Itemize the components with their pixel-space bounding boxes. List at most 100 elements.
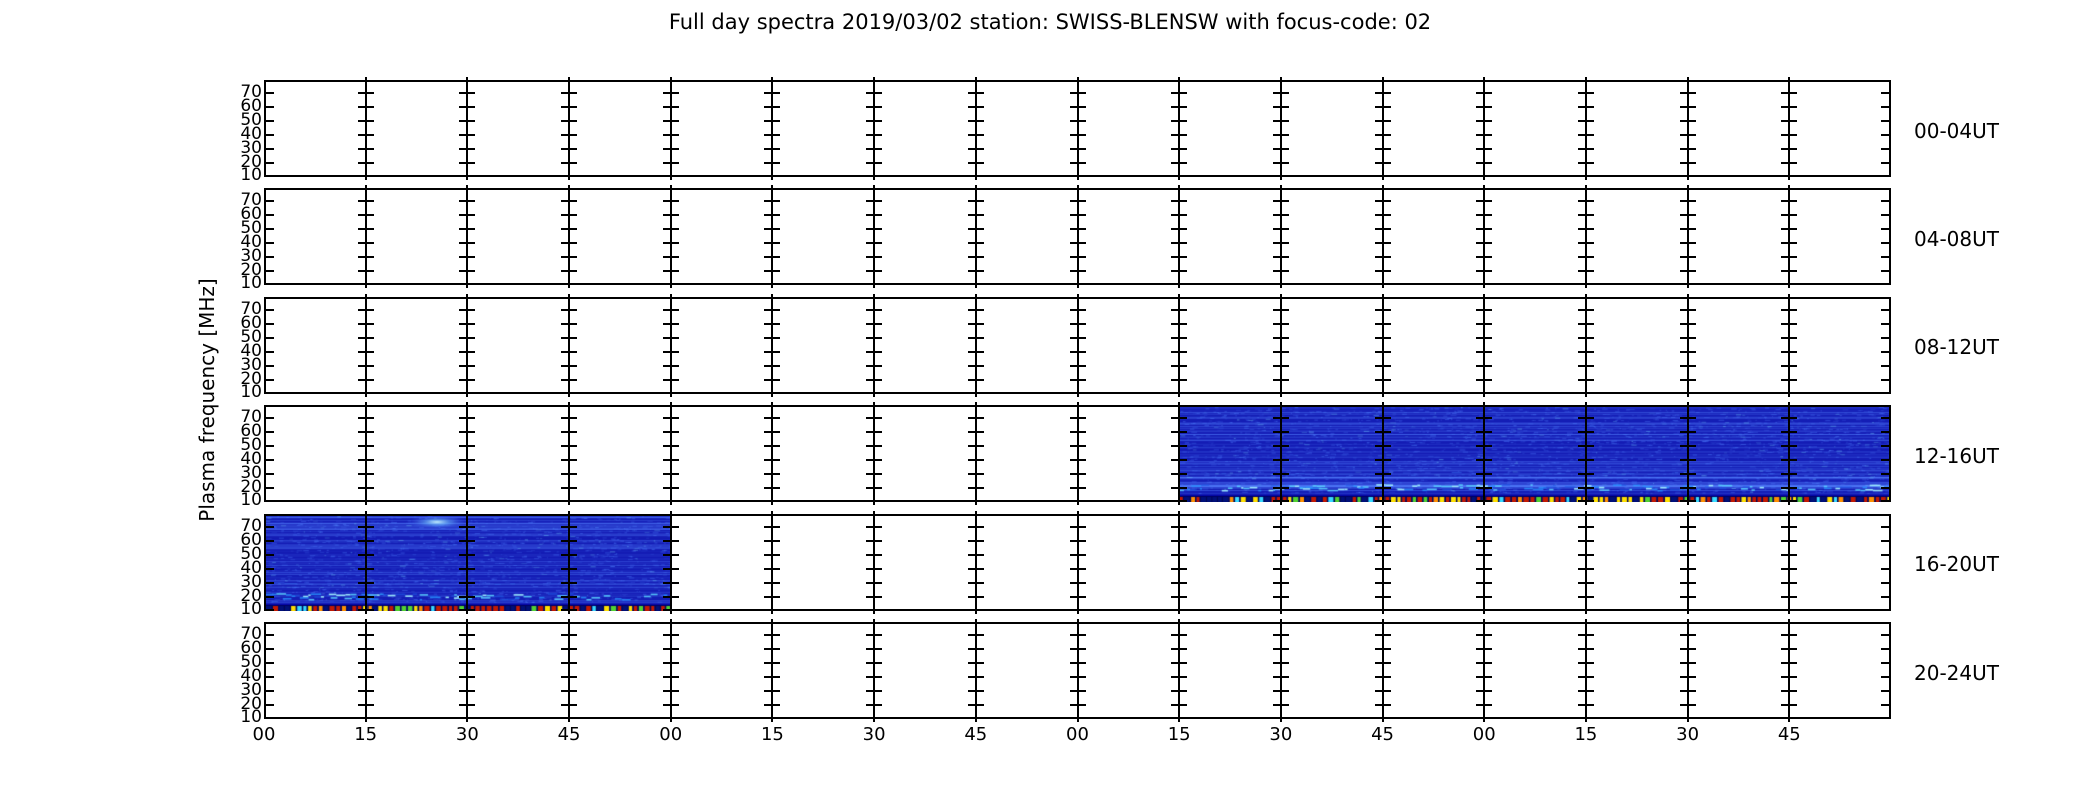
y-tick-mark [357,417,374,420]
y-tick-mark [459,487,476,490]
y-tick-mark [1881,431,1889,434]
y-tick-mark [1171,676,1188,678]
x-tick-label: 30 [1269,724,1293,745]
y-tick-mark [1881,690,1889,692]
y-tick-mark [1374,690,1391,692]
y-tick-mark [866,270,883,273]
y-tick-mark [1374,704,1391,706]
y-tick-mark [1679,704,1696,706]
y-tick-mark [1679,350,1696,353]
y-tick-mark [967,417,984,420]
y-tick-mark [266,256,274,259]
y-tick-mark [1577,336,1594,339]
y-tick-mark [1272,134,1289,136]
y-tick-mark [1577,608,1594,611]
y-tick-mark [1476,256,1493,259]
panel-divider [1076,293,1079,397]
y-tick-mark [1781,553,1798,556]
y-tick-mark [357,662,374,664]
y-tick-mark [1476,336,1493,339]
y-tick-mark [1476,364,1493,367]
y-tick-label: 30 [240,246,262,267]
y-tick-label: 10 [240,273,262,294]
y-tick-mark [1374,242,1391,245]
row-label-04-08ut: 04-08UT [1914,226,1999,251]
y-tick-mark [1476,487,1493,490]
y-tick-mark [561,308,578,311]
y-tick-mark [561,500,578,503]
y-tick-mark [967,214,984,217]
y-tick-mark [1881,676,1889,678]
y-tick-mark [1781,525,1798,528]
y-tick-label: 20 [240,477,262,498]
y-tick-mark [967,242,984,245]
y-tick-mark [764,214,781,217]
y-tick-mark [1374,134,1391,136]
y-tick-mark [1272,270,1289,273]
y-tick-mark [1881,120,1889,122]
y-tick-mark [1171,106,1188,108]
y-tick-mark [866,214,883,217]
panel-divider [1483,619,1486,722]
y-tick-mark [1272,391,1289,394]
y-tick-mark [1781,662,1798,664]
y-tick-mark [1069,525,1086,528]
panel-divider [568,402,571,506]
y-tick-mark [1476,634,1493,636]
y-tick-mark [459,662,476,664]
y-tick-mark [561,648,578,650]
y-tick-mark [1069,364,1086,367]
y-tick-mark [1476,417,1493,420]
y-tick-mark [1577,717,1594,719]
y-tick-mark [866,648,883,650]
y-tick-mark [967,200,984,203]
y-tick-mark [967,106,984,108]
y-tick-mark [1781,134,1798,136]
y-tick-mark [1272,539,1289,542]
y-tick-mark [764,228,781,231]
panel-divider [1483,402,1486,506]
y-tick-mark [967,270,984,273]
y-tick-mark [1171,567,1188,570]
y-tick-label: 60 [240,638,262,658]
y-tick-mark [1171,704,1188,706]
y-tick-mark [1171,690,1188,692]
y-tick-mark [662,473,679,476]
y-tick-mark [764,595,781,598]
y-tick-mark [459,134,476,136]
y-tick-mark [357,175,374,177]
y-tick-mark [1374,567,1391,570]
y-tick-mark [1171,175,1188,177]
y-tick-mark [662,134,679,136]
panel-divider [1381,402,1384,506]
y-tick-mark [1069,214,1086,217]
y-tick-mark [1679,270,1696,273]
y-tick-mark [1476,322,1493,325]
y-tick-mark [561,553,578,556]
y-tick-mark [1476,608,1493,611]
y-tick-mark [266,662,274,664]
y-tick-mark [1476,283,1493,286]
y-tick-mark [266,283,274,286]
y-tick-mark [967,717,984,719]
y-tick-mark [1374,608,1391,611]
y-tick-mark [1069,336,1086,339]
y-tick-mark [561,256,578,259]
y-tick-mark [1272,581,1289,584]
y-tick-mark [561,445,578,448]
panel-divider [364,619,367,722]
y-tick-mark [662,391,679,394]
y-tick-mark [1069,162,1086,164]
x-tick-label: 15 [760,724,784,745]
y-tick-mark [1577,676,1594,678]
y-tick-mark [866,322,883,325]
y-tick-mark [662,704,679,706]
y-tick-mark [1171,473,1188,476]
y-tick-mark [1476,662,1493,664]
y-tick-mark [266,417,274,420]
y-tick-mark [459,445,476,448]
y-tick-mark [1069,717,1086,719]
y-tick-mark [1476,200,1493,203]
y-tick-mark [561,322,578,325]
y-tick-mark [1069,148,1086,150]
